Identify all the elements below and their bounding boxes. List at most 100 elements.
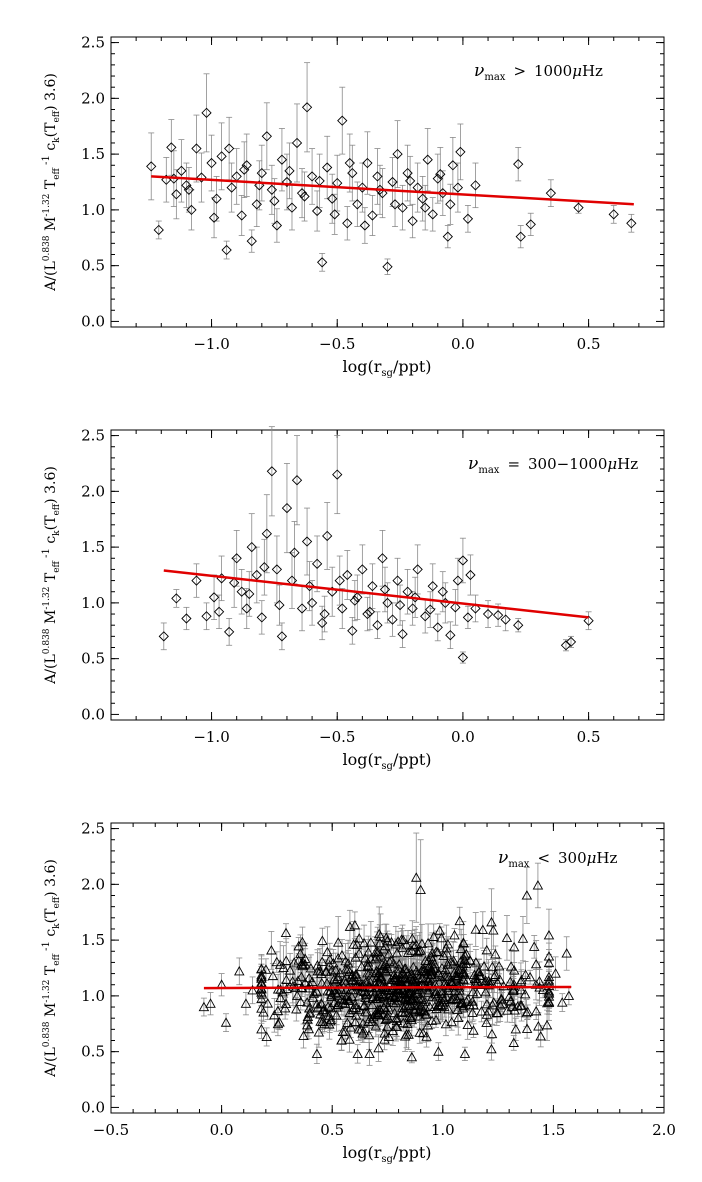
data-point (301, 536, 313, 547)
data-point (465, 569, 476, 581)
data-point (353, 1004, 365, 1014)
data-point (445, 199, 456, 210)
data-point (407, 939, 419, 950)
data-point (415, 884, 426, 894)
data-point (404, 175, 416, 187)
data-point (355, 1024, 367, 1034)
data-point (276, 631, 288, 642)
data-point (274, 959, 286, 969)
data-point (509, 1005, 520, 1015)
data-point (460, 958, 472, 969)
data-point (467, 996, 478, 1006)
data-point (442, 231, 453, 242)
data-point (455, 943, 467, 954)
data-point (457, 555, 469, 566)
data-point (449, 929, 460, 940)
data-point (350, 1002, 362, 1013)
data-point (608, 209, 619, 220)
data-point (392, 148, 403, 160)
data-point (246, 235, 257, 247)
data-point (450, 602, 461, 613)
data-point (416, 973, 427, 983)
y-tick-label: 0.5 (81, 1043, 105, 1061)
data-point (452, 980, 464, 990)
data-point (430, 1014, 442, 1025)
data-point (431, 1003, 442, 1014)
data-point (348, 939, 359, 949)
data-point (297, 959, 309, 969)
data-point (402, 1018, 413, 1029)
data-point (326, 989, 337, 1000)
data-point (277, 986, 288, 997)
data-point (410, 974, 421, 985)
annotation-2: νmax = 300−1000μHz (468, 454, 638, 476)
data-point (401, 976, 413, 987)
data-point (543, 985, 555, 996)
data-point (351, 971, 362, 981)
data-point (334, 967, 346, 978)
data-point (481, 998, 493, 1009)
annotation-3: νmax <300μHz (498, 848, 617, 870)
data-point (377, 188, 388, 199)
data-point (251, 199, 262, 210)
data-point (361, 1006, 373, 1017)
data-point (397, 992, 409, 1002)
data-point (387, 1025, 399, 1036)
data-point (394, 599, 406, 611)
y-tick-label: 2.5 (81, 34, 105, 52)
data-point (236, 210, 247, 221)
data-point (471, 975, 483, 986)
data-point (454, 915, 466, 926)
data-point (370, 967, 382, 977)
fit-line-3 (203, 985, 572, 990)
data-point (191, 575, 202, 586)
data-point (388, 992, 400, 1003)
data-point (246, 541, 257, 553)
data-point (319, 608, 330, 620)
data-point (289, 547, 300, 558)
data-point (322, 162, 333, 173)
data-point (301, 997, 313, 1007)
data-point (359, 220, 371, 231)
annotation-1: νmax >1000μHz (474, 61, 603, 83)
data-point (382, 597, 393, 609)
data-point (453, 963, 465, 974)
data-point (470, 603, 481, 614)
data-point (471, 988, 483, 998)
data-point (379, 1034, 390, 1044)
data-point (307, 992, 319, 1002)
data-point (153, 224, 164, 236)
data-point (447, 958, 459, 969)
data-point (397, 934, 409, 945)
data-point (366, 999, 378, 1009)
data-point (449, 967, 460, 977)
data-point (522, 1006, 533, 1017)
data-point (216, 151, 227, 162)
data-point (390, 1013, 402, 1023)
data-point (158, 631, 169, 642)
data-point (500, 614, 511, 625)
data-point (468, 999, 479, 1010)
data-point (375, 949, 386, 960)
data-point (325, 1002, 337, 1012)
data-point (266, 944, 277, 955)
data-point (256, 612, 267, 623)
data-point (267, 970, 279, 981)
data-point (445, 994, 457, 1005)
fit-line-2 (163, 569, 589, 619)
data-point (462, 1019, 473, 1030)
data-point (311, 985, 322, 996)
data-point (464, 954, 476, 965)
data-point (349, 919, 361, 930)
data-point (181, 180, 192, 191)
axis-ticks-2: −1.0 −0.5 0.0 0.5 0.0 0.5 1.0 1.5 2.0 2.5 (81, 427, 665, 746)
data-point (342, 957, 354, 968)
data-point (447, 160, 458, 171)
data-point (401, 939, 412, 949)
data-point (256, 971, 267, 982)
data-point (280, 927, 292, 938)
data-point (452, 994, 463, 1004)
data-point (332, 952, 344, 963)
x-tick-label: 0.5 (577, 335, 601, 353)
x-tick-label: −1.0 (193, 335, 229, 353)
